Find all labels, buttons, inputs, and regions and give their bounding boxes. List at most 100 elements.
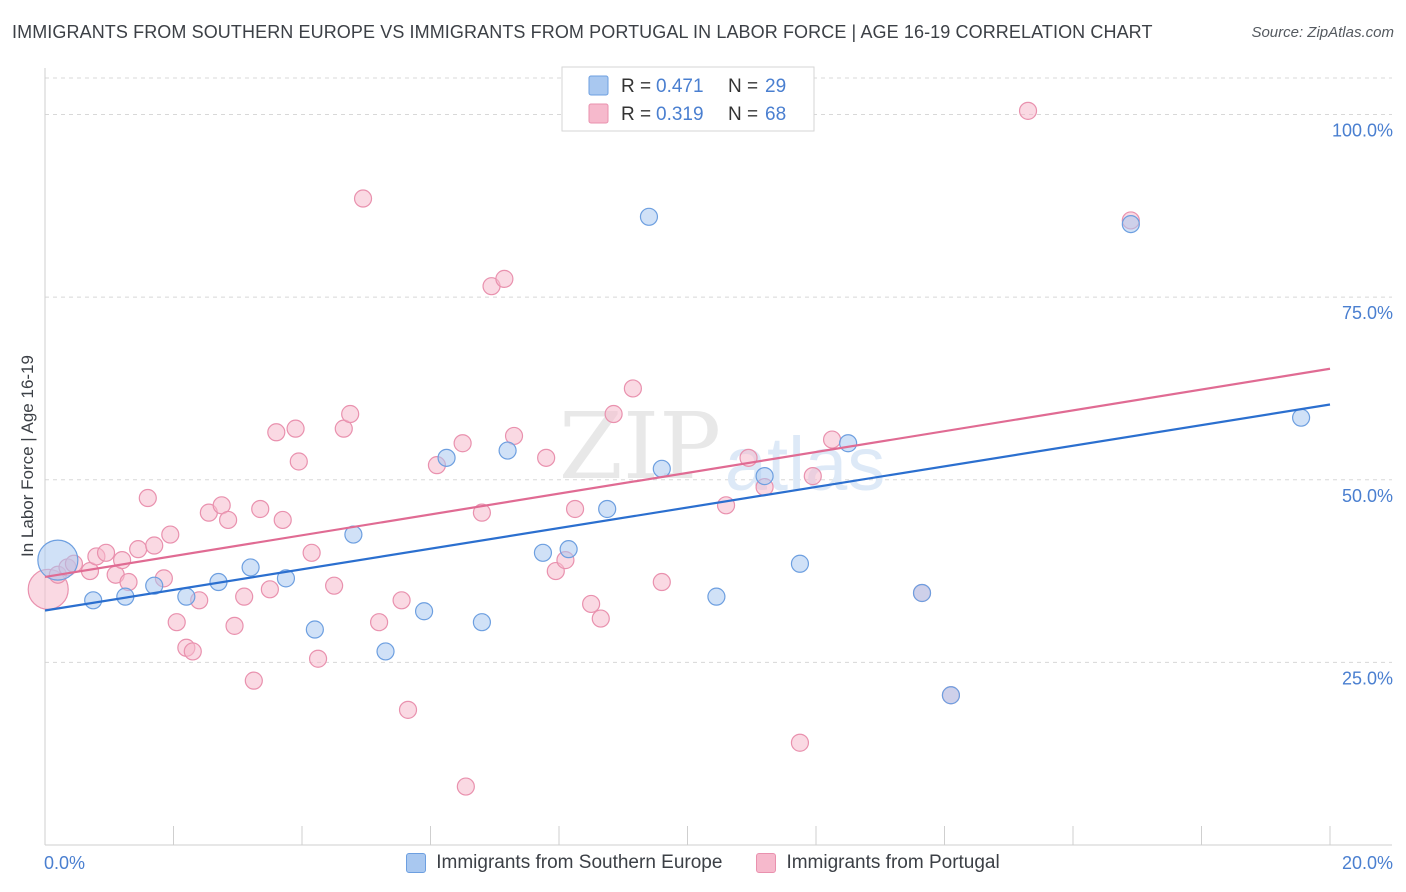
legend-label-portugal: Immigrants from Portugal	[786, 852, 1000, 873]
legend-r-label: R =	[621, 76, 651, 97]
data-point-portugal	[286, 419, 305, 438]
x-tick-label: 0.0%	[44, 853, 85, 873]
data-point-southern-europe	[84, 591, 103, 610]
data-point-southern-europe	[241, 558, 260, 577]
data-point-portugal	[225, 616, 244, 635]
axes	[44, 68, 1392, 846]
data-point-portugal	[392, 591, 411, 610]
data-point-portugal	[370, 613, 389, 632]
trend-line-southern-europe	[44, 403, 1331, 612]
data-point-southern-europe	[533, 543, 553, 562]
data-point-portugal	[453, 434, 472, 453]
bottom-legend: Immigrants from Southern Europe Immigran…	[0, 852, 1406, 874]
data-point-portugal	[456, 777, 475, 796]
data-point-portugal	[302, 543, 321, 562]
series-southern-europe	[37, 207, 1311, 705]
data-point-portugal	[652, 572, 671, 592]
legend-swatch-pink	[588, 103, 609, 124]
data-point-portugal	[582, 594, 601, 614]
data-point-portugal	[267, 423, 286, 442]
data-point-southern-europe	[839, 434, 858, 453]
data-point-portugal	[219, 510, 238, 530]
trend-line-portugal	[44, 367, 1331, 579]
data-point-southern-europe	[652, 459, 671, 478]
data-point-portugal	[167, 613, 186, 632]
data-point-portugal	[145, 536, 164, 555]
data-point-portugal	[96, 543, 116, 562]
data-point-southern-europe	[941, 686, 961, 705]
legend-item-portugal: Immigrants from Portugal	[756, 852, 1000, 874]
data-point-southern-europe	[707, 587, 726, 606]
data-point-southern-europe	[145, 576, 164, 595]
data-point-southern-europe	[472, 613, 491, 632]
data-point-southern-europe	[559, 540, 578, 559]
legend-swatch-blue	[406, 853, 427, 873]
data-point-portugal	[273, 510, 292, 530]
legend-n-label: N =	[728, 76, 758, 97]
data-point-southern-europe	[437, 448, 456, 467]
legend-r-value: 0.319	[656, 104, 704, 125]
data-point-portugal	[289, 452, 308, 471]
data-point-portugal	[129, 540, 148, 559]
data-point-portugal	[138, 488, 157, 508]
data-point-portugal	[308, 649, 328, 668]
data-point-southern-europe	[598, 499, 617, 519]
data-point-portugal	[325, 576, 344, 595]
data-point-southern-europe	[755, 467, 774, 486]
y-tick-label: 50.0%	[1342, 486, 1393, 506]
legend: R = 0.471 N = 29 R = 0.319 N = 68	[561, 66, 815, 132]
data-point-southern-europe	[912, 583, 932, 603]
data-point-portugal	[353, 189, 373, 208]
data-point-portugal	[803, 467, 822, 486]
data-point-portugal	[398, 700, 418, 719]
data-point-portugal	[822, 430, 842, 449]
legend-r-label: R =	[621, 104, 651, 125]
y-axis-label: In Labor Force | Age 16-19	[18, 355, 37, 557]
legend-item-southern-europe: Immigrants from Southern Europe	[406, 852, 722, 874]
data-point-southern-europe	[305, 620, 324, 639]
legend-n-value: 68	[765, 104, 786, 125]
data-point-southern-europe	[37, 539, 79, 581]
data-point-portugal	[623, 379, 642, 398]
data-point-portugal	[565, 499, 585, 519]
data-point-portugal	[244, 671, 263, 690]
legend-label-southern-europe: Immigrants from Southern Europe	[436, 852, 723, 873]
data-point-portugal	[1018, 101, 1038, 120]
legend-swatch-blue	[588, 75, 609, 96]
source-label: Source: ZipAtlas.com	[1251, 24, 1394, 41]
trend-lines	[44, 367, 1331, 612]
data-point-portugal	[472, 503, 491, 522]
data-point-portugal	[161, 525, 180, 544]
x-tick-label: 20.0%	[1342, 853, 1393, 873]
data-point-southern-europe	[1121, 214, 1140, 234]
data-point-southern-europe	[414, 602, 434, 621]
data-point-southern-europe	[1291, 408, 1311, 427]
data-point-portugal	[495, 269, 514, 288]
data-point-portugal	[537, 448, 556, 467]
data-point-portugal	[251, 499, 270, 519]
data-point-southern-europe	[639, 207, 659, 226]
chart-title: IMMIGRANTS FROM SOUTHERN EUROPE VS IMMIG…	[12, 22, 1153, 42]
data-point-portugal	[341, 404, 360, 424]
data-point-portugal	[235, 587, 254, 606]
y-tick-label: 100.0%	[1332, 121, 1393, 141]
legend-n-label: N =	[728, 104, 758, 125]
data-point-portugal	[260, 580, 279, 599]
data-point-southern-europe	[276, 569, 296, 588]
y-tick-label: 25.0%	[1342, 668, 1393, 688]
legend-r-value: 0.471	[656, 76, 704, 97]
tick-labels: 25.0% 50.0% 75.0% 100.0% 0.0% 20.0%	[44, 121, 1393, 873]
y-tick-label: 75.0%	[1342, 303, 1393, 323]
data-point-southern-europe	[376, 642, 395, 661]
data-point-portugal	[591, 609, 610, 628]
data-point-portugal	[790, 733, 810, 752]
data-point-portugal	[183, 642, 202, 661]
data-point-portugal	[604, 404, 623, 424]
data-point-southern-europe	[498, 441, 517, 460]
watermark-zip: ZIP	[559, 393, 721, 500]
legend-swatch-pink	[756, 853, 777, 873]
data-point-southern-europe	[790, 554, 810, 573]
legend-n-value: 29	[765, 76, 786, 97]
data-point-southern-europe	[177, 587, 196, 606]
